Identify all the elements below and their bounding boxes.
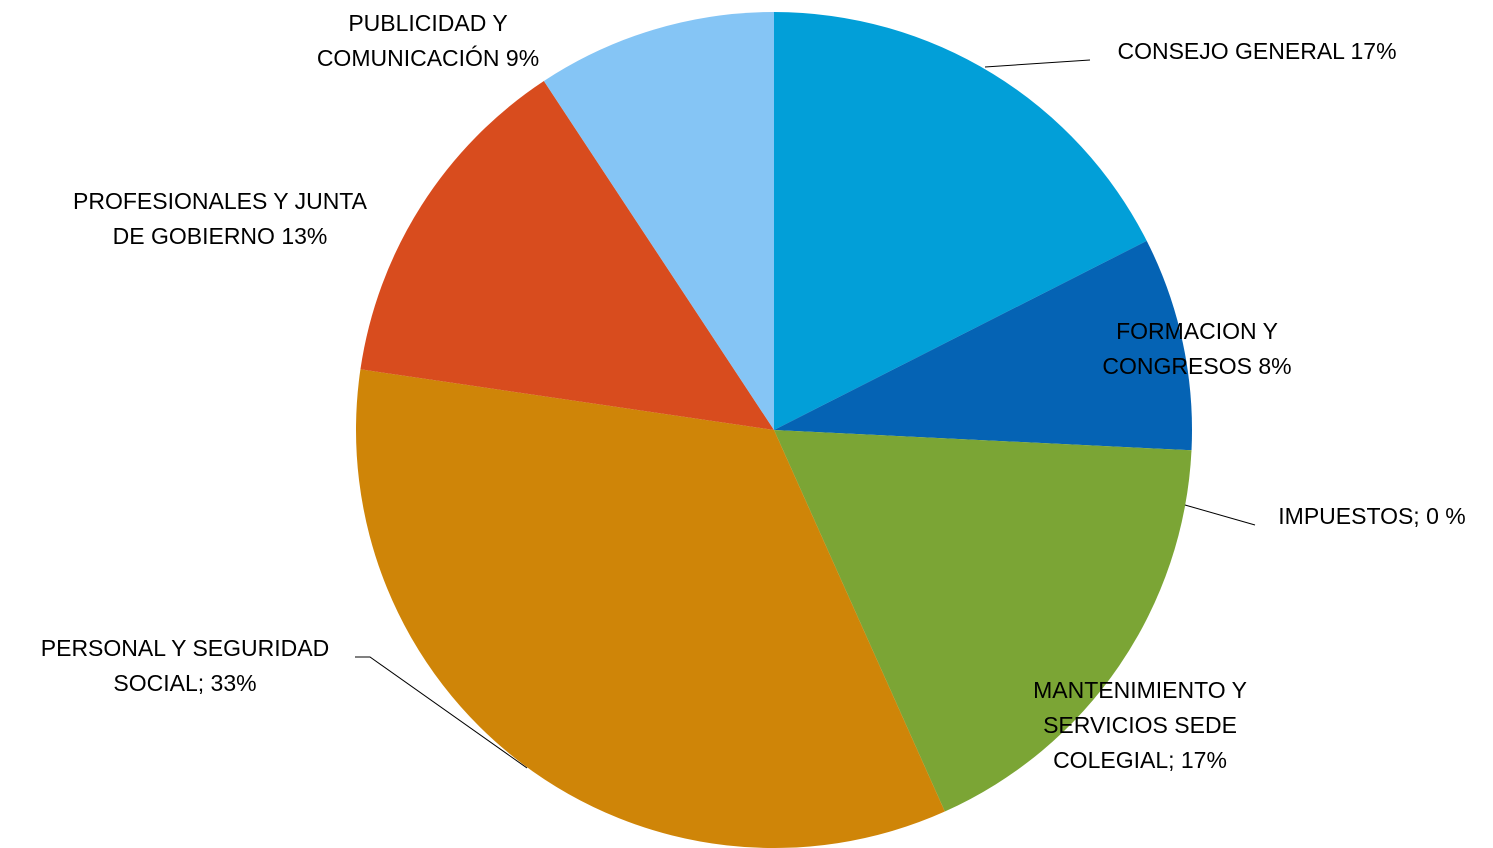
leader-line <box>1184 504 1256 526</box>
pie-slice <box>356 369 945 848</box>
slice-label: SOCIAL; 33% <box>113 670 256 696</box>
slice-label: PROFESIONALES Y JUNTA <box>73 188 368 214</box>
pie-slice <box>774 240 1192 451</box>
pie <box>356 12 1192 848</box>
slice-label: CONGRESOS 8% <box>1102 353 1291 379</box>
pie-slice <box>774 430 1192 812</box>
leader-line <box>984 59 1091 68</box>
slice-label: CONSEJO GENERAL 17% <box>1117 38 1396 64</box>
slice-label: DE GOBIERNO 13% <box>113 223 328 249</box>
slice-label: PERSONAL Y SEGURIDAD <box>41 635 329 661</box>
slice-label: MANTENIMIENTO Y <box>1033 677 1247 703</box>
pie-slice <box>360 81 774 430</box>
slice-label: PUBLICIDAD Y <box>348 10 507 36</box>
slice-label: SERVICIOS SEDE <box>1043 712 1237 738</box>
slice-label: IMPUESTOS; 0 % <box>1278 503 1465 529</box>
slice-label: FORMACION Y <box>1116 318 1278 344</box>
pie-slice <box>774 12 1147 430</box>
slice-label: COLEGIAL; 17% <box>1053 747 1227 773</box>
leader-line <box>355 656 528 769</box>
pie-slice <box>543 12 774 430</box>
slice-label: COMUNICACIÓN 9% <box>317 45 539 71</box>
